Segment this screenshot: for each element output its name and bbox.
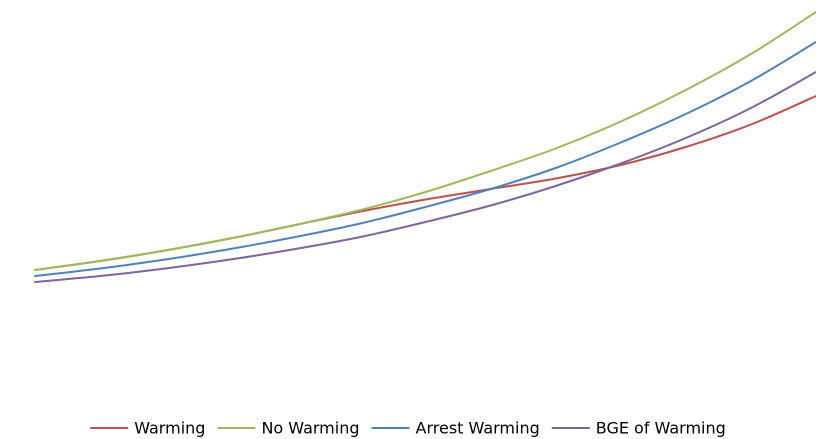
series-line-warming bbox=[34, 95, 816, 271]
legend-label-bge-of-warming: BGE of Warming bbox=[596, 419, 726, 438]
plot-area bbox=[34, 11, 816, 283]
legend-item-no-warming: No Warming bbox=[217, 419, 360, 438]
series-line-bge-of-warming bbox=[34, 71, 816, 283]
legend-item-arrest-warming: Arrest Warming bbox=[371, 419, 540, 438]
legend-label-no-warming: No Warming bbox=[261, 419, 359, 438]
legend-label-warming: Warming bbox=[134, 419, 205, 438]
legend-label-arrest-warming: Arrest Warming bbox=[416, 419, 540, 438]
legend-item-warming: Warming bbox=[90, 419, 205, 438]
series-line-arrest-warming bbox=[34, 41, 816, 277]
series-line-no-warming bbox=[34, 11, 816, 271]
legend: Warming No Warming Arrest Warming BGE of Wa… bbox=[90, 419, 726, 438]
legend-item-bge-of-warming: BGE of Warming bbox=[551, 419, 726, 438]
